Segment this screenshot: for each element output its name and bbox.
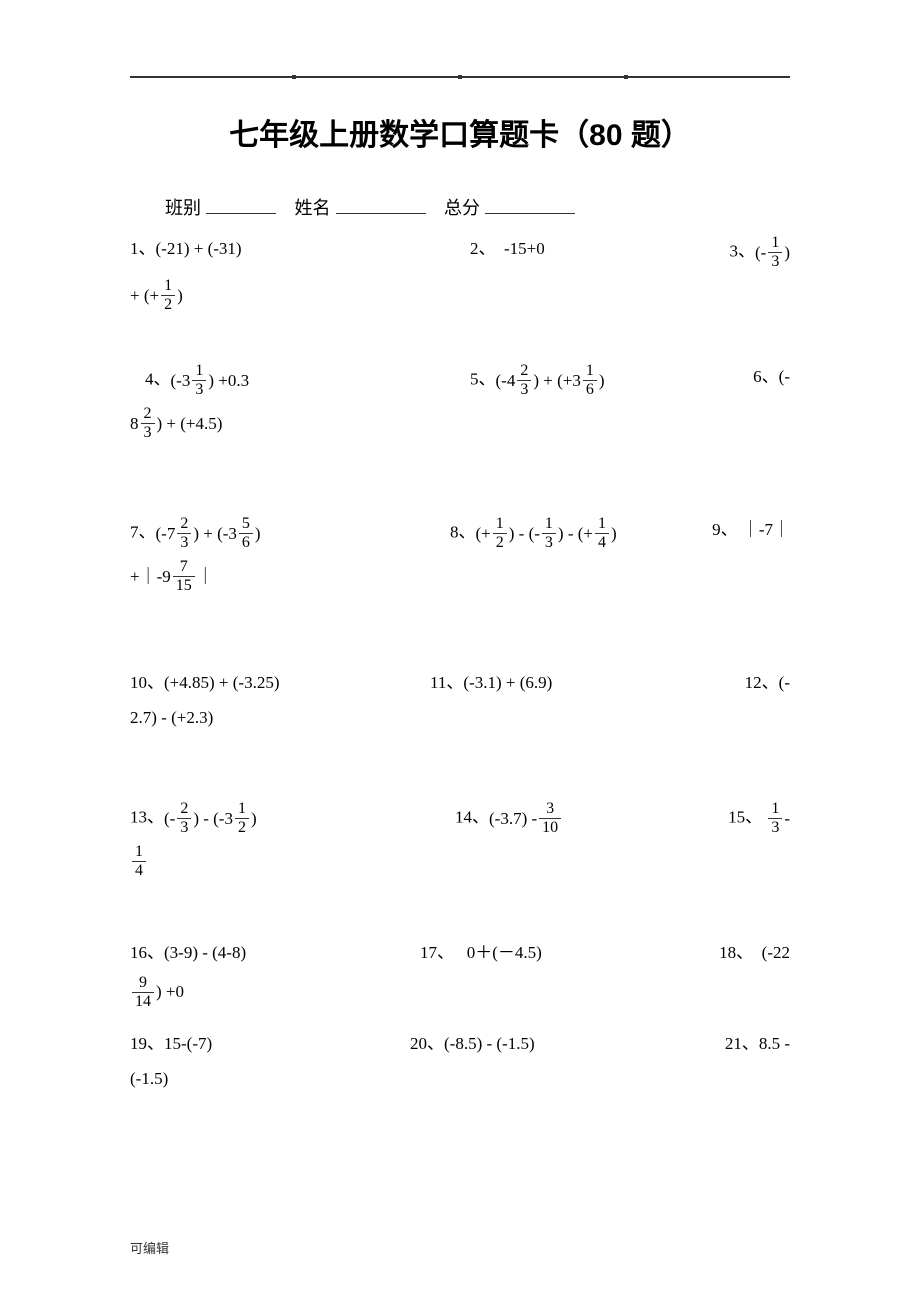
problem-12: 12、(-	[670, 669, 790, 696]
problem-21-cont: (-1.5)	[130, 1065, 790, 1092]
problem-18-cont: 914) +0	[130, 975, 790, 1010]
problem-18: 18、 (-22	[670, 939, 790, 966]
problem-15: 15、 13-	[670, 801, 790, 836]
problem-13: 13、(-23) - (-312)	[130, 801, 410, 836]
score-blank	[485, 213, 575, 214]
problem-1: 1、(-21) + (-31)	[130, 235, 410, 270]
problem-2: 2、 -15+0	[410, 235, 670, 270]
name-label: 姓名	[295, 198, 331, 218]
problem-16: 16、(3-9) - (4-8)	[130, 939, 410, 966]
problem-21: 21、8.5 -	[670, 1030, 790, 1057]
problem-15-cont: 14	[130, 844, 790, 879]
problem-12-cont: 2.7) - (+2.3)	[130, 704, 790, 731]
problem-5: 5、(-423) + (+316)	[410, 363, 670, 398]
problem-6-cont: 823) + (+4.5)	[130, 406, 790, 441]
problem-9: 9、 ｜-7｜	[710, 516, 790, 551]
problem-10: 10、(+4.85) + (-3.25)	[130, 669, 410, 696]
problems-content: 1、(-21) + (-31) 2、 -15+0 3、(-13) + (+12)…	[130, 235, 790, 1092]
problem-8: 8、(+12) - (-13) - (+14)	[410, 516, 710, 551]
info-row: 班别 姓名 总分	[130, 194, 790, 220]
page-title: 七年级上册数学口算题卡（80 题）	[130, 110, 790, 154]
problem-9-cont: +｜-9715｜	[130, 559, 790, 594]
footer-text: 可编辑	[130, 1238, 169, 1257]
class-blank	[206, 213, 276, 214]
name-blank	[336, 213, 426, 214]
problem-20: 20、(-8.5) - (-1.5)	[410, 1030, 670, 1057]
problem-3-cont: + (+12)	[130, 278, 790, 313]
problem-4: 4、(-313) +0.3	[130, 363, 410, 398]
class-label: 班别	[165, 198, 201, 218]
problem-11: 11、(-3.1) + (6.9)	[410, 669, 670, 696]
problem-17: 17、 0＋(－4.5)	[410, 939, 670, 966]
score-label: 总分	[444, 198, 480, 218]
top-rule	[130, 75, 790, 79]
problem-14: 14、(-3.7) -310	[410, 801, 670, 836]
problem-6: 6、(-	[670, 363, 790, 398]
problem-19: 19、15-(-7)	[130, 1030, 410, 1057]
problem-7: 7、(-723) + (-356)	[130, 516, 410, 551]
problem-3: 3、(-13)	[670, 235, 790, 270]
